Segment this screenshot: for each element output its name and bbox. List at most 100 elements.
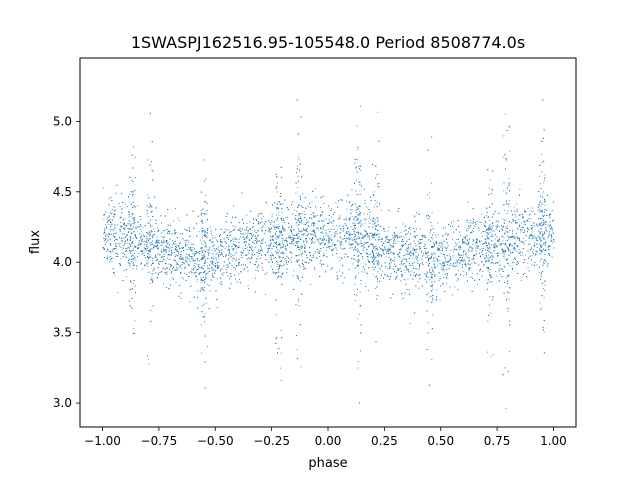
- data-point: [148, 254, 150, 255]
- data-point: [166, 246, 168, 248]
- data-point: [257, 259, 258, 261]
- data-point: [130, 250, 132, 252]
- data-point: [363, 218, 365, 220]
- data-point: [454, 286, 456, 288]
- data-point: [188, 272, 190, 273]
- data-point: [153, 228, 155, 230]
- data-point: [519, 188, 521, 190]
- data-point: [206, 265, 208, 267]
- data-point: [150, 226, 152, 228]
- data-point: [529, 214, 531, 215]
- data-point: [330, 216, 332, 218]
- data-point: [420, 239, 422, 240]
- data-point: [157, 227, 159, 229]
- data-point: [390, 246, 392, 248]
- data-point: [204, 257, 205, 259]
- data-point: [125, 236, 127, 237]
- data-point: [489, 247, 491, 249]
- data-point: [176, 254, 178, 256]
- data-point: [463, 260, 464, 262]
- data-point: [510, 245, 512, 247]
- data-point: [469, 245, 471, 247]
- data-point: [274, 237, 276, 239]
- data-point: [169, 246, 171, 248]
- data-point: [405, 230, 407, 231]
- data-point: [250, 247, 252, 249]
- data-point: [390, 273, 392, 274]
- data-point: [467, 263, 469, 265]
- data-point: [106, 221, 108, 223]
- data-point: [464, 241, 466, 242]
- data-point: [472, 244, 474, 245]
- data-point: [379, 236, 381, 238]
- data-point: [530, 218, 532, 219]
- data-point: [431, 276, 433, 278]
- data-point: [479, 255, 481, 257]
- data-point: [509, 351, 510, 352]
- data-point: [543, 297, 545, 299]
- data-point: [368, 237, 370, 239]
- data-point: [506, 159, 507, 161]
- data-point: [214, 237, 216, 239]
- data-point: [503, 266, 505, 268]
- data-point: [370, 253, 372, 255]
- data-point: [508, 239, 510, 241]
- data-point: [325, 249, 327, 251]
- data-point: [211, 257, 213, 259]
- data-point: [437, 222, 439, 224]
- data-point: [527, 243, 529, 245]
- data-point: [531, 246, 532, 248]
- data-point: [539, 260, 541, 262]
- data-point: [538, 204, 539, 206]
- data-point: [204, 321, 206, 323]
- data-point: [406, 229, 407, 231]
- data-point: [285, 216, 286, 218]
- data-point: [392, 235, 393, 237]
- data-point: [488, 187, 490, 189]
- data-point: [426, 273, 428, 274]
- data-point: [434, 256, 436, 258]
- data-point: [133, 226, 134, 228]
- data-point: [488, 242, 490, 244]
- data-point: [505, 277, 507, 279]
- data-point: [201, 242, 202, 244]
- data-point: [415, 221, 416, 223]
- data-point: [219, 250, 220, 251]
- data-point: [357, 318, 359, 320]
- data-point: [373, 259, 374, 261]
- data-point: [180, 233, 182, 235]
- data-point: [104, 232, 106, 234]
- data-point: [389, 265, 391, 267]
- data-point: [491, 259, 493, 261]
- data-point: [335, 233, 337, 235]
- data-point: [331, 244, 333, 246]
- data-point: [189, 301, 191, 303]
- data-point: [105, 211, 107, 213]
- data-point: [232, 225, 234, 227]
- data-point: [434, 265, 436, 267]
- data-point: [427, 300, 428, 302]
- data-point: [336, 271, 338, 273]
- data-point: [358, 272, 360, 274]
- data-point: [480, 232, 482, 234]
- data-point: [355, 300, 356, 301]
- data-point: [503, 156, 505, 158]
- data-point: [173, 220, 174, 222]
- data-point: [445, 248, 447, 249]
- data-point: [490, 312, 492, 314]
- data-point: [423, 253, 424, 255]
- data-point: [338, 256, 340, 258]
- data-point: [474, 262, 476, 264]
- data-point: [524, 209, 526, 211]
- data-point: [372, 237, 373, 238]
- data-point: [301, 255, 303, 257]
- data-point: [465, 272, 467, 274]
- data-point: [488, 216, 489, 218]
- data-point: [489, 179, 491, 181]
- data-point: [306, 219, 307, 221]
- data-point: [297, 219, 299, 221]
- data-point: [323, 254, 324, 256]
- data-point: [128, 228, 130, 230]
- data-point: [134, 320, 136, 322]
- data-point: [105, 239, 106, 241]
